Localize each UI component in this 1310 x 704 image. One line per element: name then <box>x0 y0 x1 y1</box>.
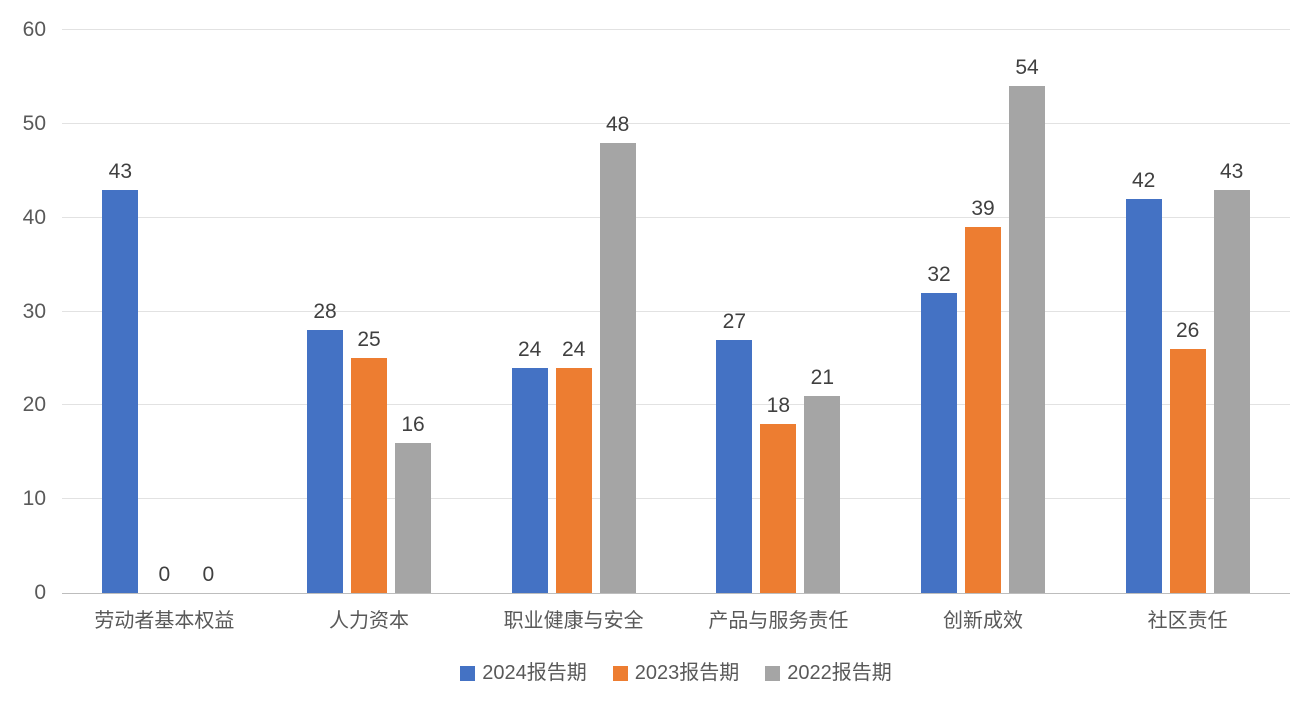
x-axis-category-label: 职业健康与安全 <box>503 610 644 632</box>
legend-swatch-icon <box>460 665 476 681</box>
bar-series1-cat2 <box>307 330 343 593</box>
gridline <box>62 122 1290 124</box>
bar-value-label: 54 <box>1015 56 1039 80</box>
bar-value-label: 24 <box>517 337 542 361</box>
x-axis-category-label: 创新成效 <box>943 610 1023 632</box>
bar-value-label: 43 <box>108 159 132 183</box>
bar-value-label: 24 <box>561 337 586 361</box>
legend-swatch-icon <box>612 665 628 681</box>
x-axis-category-label: 劳动者基本权益 <box>94 610 235 632</box>
bar-value-label: 48 <box>605 112 630 136</box>
legend-swatch-icon <box>765 665 781 681</box>
legend-item: 2024报告期 <box>460 661 587 685</box>
legend-item: 2022报告期 <box>765 661 892 685</box>
bar-value-label: 26 <box>1175 319 1200 343</box>
bar-value-label: 0 <box>158 563 171 586</box>
y-axis-tick-label: 50 <box>22 111 46 135</box>
bar-value-label: 21 <box>810 365 834 389</box>
gridline <box>62 29 1290 30</box>
x-axis-category-label: 人力资本 <box>329 610 409 632</box>
bar-series2-cat2 <box>351 358 387 593</box>
bar-series3-cat6 <box>1213 189 1250 593</box>
bar-series1-cat6 <box>1125 198 1162 593</box>
bar-series2-cat3 <box>555 367 592 593</box>
bar-series1-cat3 <box>511 367 548 593</box>
gridline <box>62 498 1290 500</box>
bar-series1-cat1 <box>102 189 139 593</box>
bar-value-label: 18 <box>766 394 790 418</box>
bar-value-label: 42 <box>1131 168 1156 192</box>
legend-item: 2023报告期 <box>612 661 740 685</box>
y-axis-tick-label: 10 <box>22 487 46 511</box>
bar-value-label: 32 <box>927 262 951 286</box>
bar-series1-cat5 <box>921 292 957 593</box>
x-axis-category-label: 产品与服务责任 <box>708 610 849 632</box>
x-axis-category-label: 社区责任 <box>1147 610 1228 632</box>
bar-value-label: 25 <box>357 328 381 352</box>
legend-label: 2022报告期 <box>787 662 892 684</box>
chart-legend: 2024报告期 2023报告期 2022报告期 <box>62 661 1290 685</box>
bar-series2-cat5 <box>965 227 1001 593</box>
bar-series1-cat4 <box>716 339 753 593</box>
legend-label: 2024报告期 <box>482 662 587 684</box>
bar-value-label: 39 <box>971 197 995 221</box>
bar-series3-cat3 <box>599 142 636 593</box>
bar-series3-cat2 <box>395 442 431 593</box>
x-axis-line <box>62 593 1290 594</box>
bar-series2-cat6 <box>1169 349 1206 593</box>
plot-area: 43 0 0 28 25 16 24 24 48 27 18 21 32 39 54 42 26 43 <box>62 29 1290 594</box>
bar-value-label: 28 <box>313 300 337 324</box>
bar-series3-cat4 <box>804 395 841 593</box>
bar-value-label: 43 <box>1219 159 1244 183</box>
bar-value-label: 16 <box>401 412 425 436</box>
y-axis-tick-label: 0 <box>34 581 46 604</box>
bar-series2-cat4 <box>760 424 797 593</box>
y-axis-tick-label: 40 <box>22 205 46 229</box>
bar-value-label: 0 <box>202 563 215 586</box>
gridline <box>62 216 1290 218</box>
bar-value-label: 27 <box>722 309 746 333</box>
gridline <box>62 310 1290 312</box>
bar-series3-cat5 <box>1009 86 1045 593</box>
y-axis-tick-label: 20 <box>22 393 46 417</box>
y-axis-tick-label: 30 <box>22 299 46 323</box>
gridline <box>62 404 1290 406</box>
y-axis-tick-label: 60 <box>22 18 46 41</box>
legend-label: 2023报告期 <box>634 662 740 684</box>
